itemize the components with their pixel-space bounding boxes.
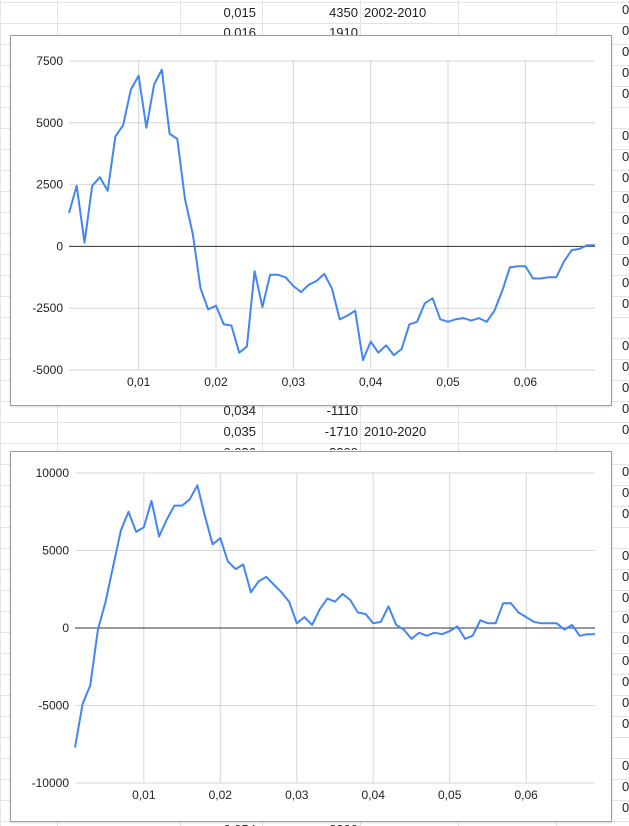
- column-divider: [262, 0, 263, 826]
- x-tick-label: 0,02: [209, 788, 233, 802]
- chart-2010-2020[interactable]: 10000 5000 0 -5000 -10000 0,01 0,02 0,03 0,04 0,0…: [10, 451, 612, 822]
- cell-partial[interactable]: 0: [622, 464, 629, 479]
- y-tick-label: 5000: [36, 116, 63, 130]
- y-tick-label: -5000: [38, 699, 69, 713]
- cell-value[interactable]: -2200: [270, 819, 358, 826]
- cell-label[interactable]: 2010-2020: [364, 424, 427, 439]
- x-tick-label: 0,02: [204, 375, 228, 389]
- x-tick-label: 0,04: [359, 375, 383, 389]
- cell-x[interactable]: 0,036: [190, 442, 256, 450]
- cell-partial[interactable]: 0: [622, 359, 629, 374]
- y-tick-label: 0: [56, 239, 63, 253]
- right-column-cells: 0 0 0 0 0 0 0 0 0 0 0 0 0 0 0 0 0 0 0 0 0 0 0 0 0 0 0 0 0 0 0 0 0 0: [622, 0, 629, 826]
- cell-partial[interactable]: 0: [622, 128, 629, 143]
- x-tick-label: 0,01: [132, 788, 156, 802]
- cell-partial[interactable]: 0: [622, 506, 629, 521]
- cell-x[interactable]: 0,016: [223, 25, 256, 36]
- cell-partial[interactable]: 0: [622, 275, 629, 290]
- x-tick-label: 0,03: [282, 375, 306, 389]
- cell-partial[interactable]: 0: [622, 23, 629, 38]
- cell-value[interactable]: 1910: [329, 25, 358, 36]
- cell-partial[interactable]: 0: [622, 422, 629, 437]
- x-tick-label: 0,01: [127, 375, 151, 389]
- cell-partial[interactable]: 0: [622, 380, 629, 395]
- x-tick-label: 0,04: [362, 788, 386, 802]
- x-tick-label: 0,05: [438, 788, 462, 802]
- cell-value[interactable]: 4350: [329, 5, 358, 20]
- y-tick-label: -5000: [32, 363, 63, 377]
- cell-partial[interactable]: 0: [622, 149, 629, 164]
- y-tick-label: 5000: [42, 544, 69, 558]
- y-tick-label: 0: [62, 621, 69, 635]
- line-chart-svg: 7500 5000 2500 0 -2500 -5000 0,01 0,02 0,03 0,04 0…: [32, 54, 595, 389]
- cell-partial[interactable]: 0: [622, 338, 629, 353]
- cell-partial[interactable]: 0: [622, 569, 629, 584]
- cell-partial[interactable]: 0: [622, 674, 629, 689]
- cell-partial[interactable]: 0: [622, 590, 629, 605]
- x-tick-label: 0,06: [514, 375, 538, 389]
- y-tick-label: -10000: [32, 776, 70, 790]
- cell-value[interactable]: -1710: [324, 424, 358, 439]
- cell-x[interactable]: 0,035: [223, 424, 256, 439]
- cell-value[interactable]: -1110: [326, 403, 358, 418]
- cell-partial[interactable]: 0: [622, 254, 629, 269]
- column-divider: [180, 0, 181, 826]
- cell-partial[interactable]: 0: [622, 632, 629, 647]
- cell-partial[interactable]: 0: [622, 611, 629, 626]
- cell-x[interactable]: 0,034: [223, 403, 256, 418]
- cell-x[interactable]: 0,054: [190, 819, 256, 826]
- line-chart-svg: 10000 5000 0 -5000 -10000 0,01 0,02 0,03 0,04 0,0…: [32, 466, 595, 802]
- cell-partial[interactable]: 0: [622, 758, 629, 773]
- cell-x[interactable]: 0,015: [223, 5, 256, 20]
- series-line: [74, 484, 595, 748]
- cell-partial[interactable]: 0: [622, 212, 629, 227]
- y-tick-label: 2500: [36, 178, 63, 192]
- chart-2002-2010[interactable]: 7500 5000 2500 0 -2500 -5000 0,01 0,02 0,03 0,04 0…: [10, 35, 612, 406]
- x-tick-label: 0,06: [514, 788, 538, 802]
- cell-partial[interactable]: 0: [622, 170, 629, 185]
- cell-partial[interactable]: 0: [622, 2, 629, 17]
- cell-partial[interactable]: 0: [622, 401, 629, 416]
- cell-partial[interactable]: 0: [622, 716, 629, 731]
- x-tick-label: 0,03: [285, 788, 309, 802]
- series-line: [68, 68, 595, 362]
- column-divider: [360, 0, 361, 826]
- cell-partial[interactable]: 0: [622, 44, 629, 59]
- y-tick-label: -2500: [32, 301, 63, 315]
- cell-partial[interactable]: 0: [622, 86, 629, 101]
- column-divider: [57, 0, 58, 826]
- cell-partial[interactable]: 0: [622, 548, 629, 563]
- cell-partial[interactable]: 0: [622, 191, 629, 206]
- cell-partial[interactable]: 0: [622, 65, 629, 80]
- cell-partial[interactable]: 0: [622, 296, 629, 311]
- x-tick-label: 0,05: [436, 375, 460, 389]
- cell-partial[interactable]: 0: [622, 800, 629, 815]
- cell-partial[interactable]: 0: [622, 485, 629, 500]
- y-tick-label: 7500: [36, 54, 63, 68]
- column-divider: [556, 0, 557, 826]
- cell-partial[interactable]: 0: [622, 233, 629, 248]
- cell-partial[interactable]: 0: [622, 695, 629, 710]
- y-tick-label: 10000: [36, 466, 70, 480]
- cell-partial[interactable]: 0: [622, 779, 629, 794]
- cell-value[interactable]: -2200: [270, 442, 358, 450]
- column-divider: [458, 0, 459, 826]
- cell-partial[interactable]: 0: [622, 653, 629, 668]
- cell-label[interactable]: 2002-2010: [364, 5, 427, 20]
